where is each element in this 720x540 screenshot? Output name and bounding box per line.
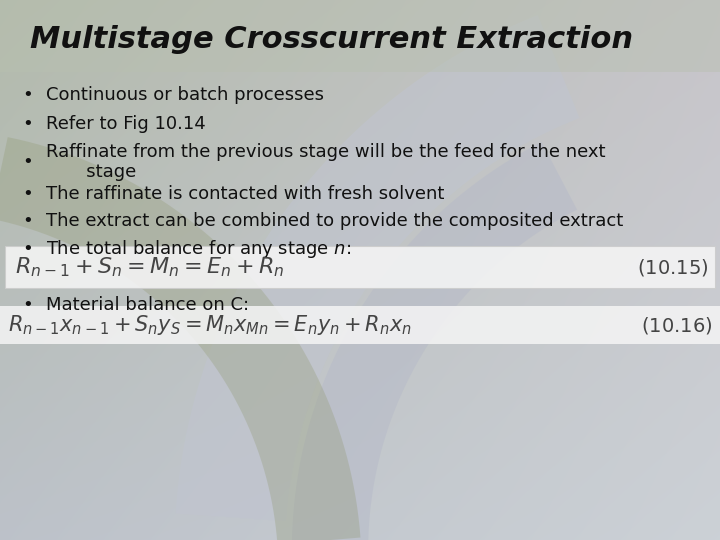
Text: The extract can be combined to provide the composited extract: The extract can be combined to provide t… [46, 212, 624, 230]
FancyBboxPatch shape [0, 306, 720, 344]
Text: •: • [22, 240, 33, 258]
Text: •: • [22, 153, 33, 171]
Text: The total balance for any stage $n$:: The total balance for any stage $n$: [46, 238, 351, 260]
Text: The raffinate is contacted with fresh solvent: The raffinate is contacted with fresh so… [46, 185, 444, 203]
Text: Multistage Crosscurrent Extraction: Multistage Crosscurrent Extraction [30, 25, 633, 55]
Text: •: • [22, 296, 33, 314]
Text: $R_{n-1}x_{n-1} + S_ny_S = M_nx_{Mn} = E_ny_n + R_nx_n$: $R_{n-1}x_{n-1} + S_ny_S = M_nx_{Mn} = E… [8, 313, 412, 337]
Text: $(10.16)$: $(10.16)$ [641, 314, 712, 335]
Text: Continuous or batch processes: Continuous or batch processes [46, 86, 324, 104]
Text: Material balance on C:: Material balance on C: [46, 296, 249, 314]
FancyBboxPatch shape [5, 246, 715, 288]
Text: •: • [22, 212, 33, 230]
Text: Raffinate from the previous stage will be the feed for the next
       stage: Raffinate from the previous stage will b… [46, 143, 606, 181]
Bar [0, 0, 720, 72]
Text: $(10.15)$: $(10.15)$ [636, 256, 708, 278]
Text: Refer to Fig 10.14: Refer to Fig 10.14 [46, 115, 206, 133]
Text: •: • [22, 185, 33, 203]
Text: $R_{n-1} + S_n = M_n = E_n + R_n$: $R_{n-1} + S_n = M_n = E_n + R_n$ [15, 255, 284, 279]
Text: •: • [22, 86, 33, 104]
Text: •: • [22, 115, 33, 133]
